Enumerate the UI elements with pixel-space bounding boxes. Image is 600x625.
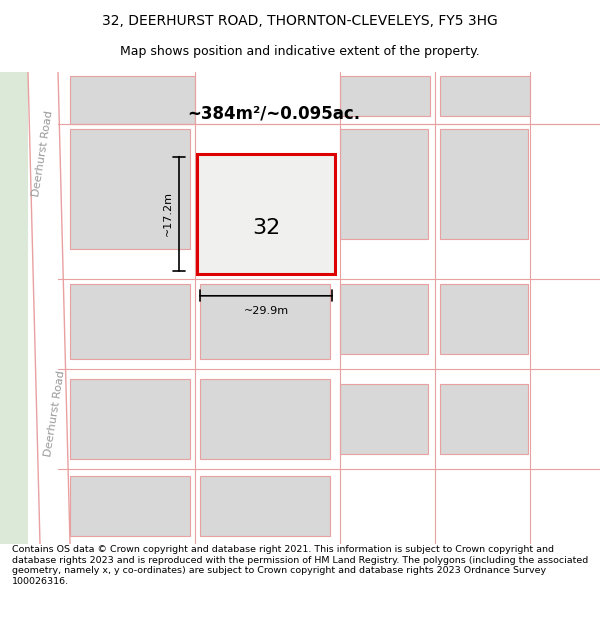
- Text: ~384m²/~0.095ac.: ~384m²/~0.095ac.: [187, 105, 360, 123]
- Bar: [440, 284, 528, 354]
- Bar: [70, 476, 190, 536]
- Bar: [70, 379, 190, 459]
- Text: 32, DEERHURST ROAD, THORNTON-CLEVELEYS, FY5 3HG: 32, DEERHURST ROAD, THORNTON-CLEVELEYS, …: [102, 14, 498, 28]
- Text: 32: 32: [252, 218, 280, 238]
- Bar: [440, 384, 528, 454]
- Text: ~29.9m: ~29.9m: [244, 306, 289, 316]
- Text: Deerhurst Road: Deerhurst Road: [43, 370, 67, 458]
- Bar: [340, 129, 428, 239]
- Bar: [197, 154, 335, 274]
- Text: Map shows position and indicative extent of the property.: Map shows position and indicative extent…: [120, 44, 480, 58]
- Bar: [70, 284, 190, 359]
- Bar: [340, 284, 428, 354]
- Bar: [340, 384, 428, 454]
- Bar: [340, 76, 430, 116]
- Bar: [200, 476, 330, 536]
- Bar: [0, 72, 28, 544]
- Text: Contains OS data © Crown copyright and database right 2021. This information is : Contains OS data © Crown copyright and d…: [12, 546, 588, 586]
- Text: Deerhurst Road: Deerhurst Road: [31, 110, 55, 198]
- Bar: [440, 129, 528, 239]
- Text: ~17.2m: ~17.2m: [163, 191, 173, 236]
- Bar: [70, 76, 195, 124]
- Bar: [200, 284, 330, 359]
- Bar: [200, 379, 330, 459]
- Polygon shape: [28, 72, 70, 544]
- Bar: [440, 76, 530, 116]
- Bar: [70, 129, 190, 249]
